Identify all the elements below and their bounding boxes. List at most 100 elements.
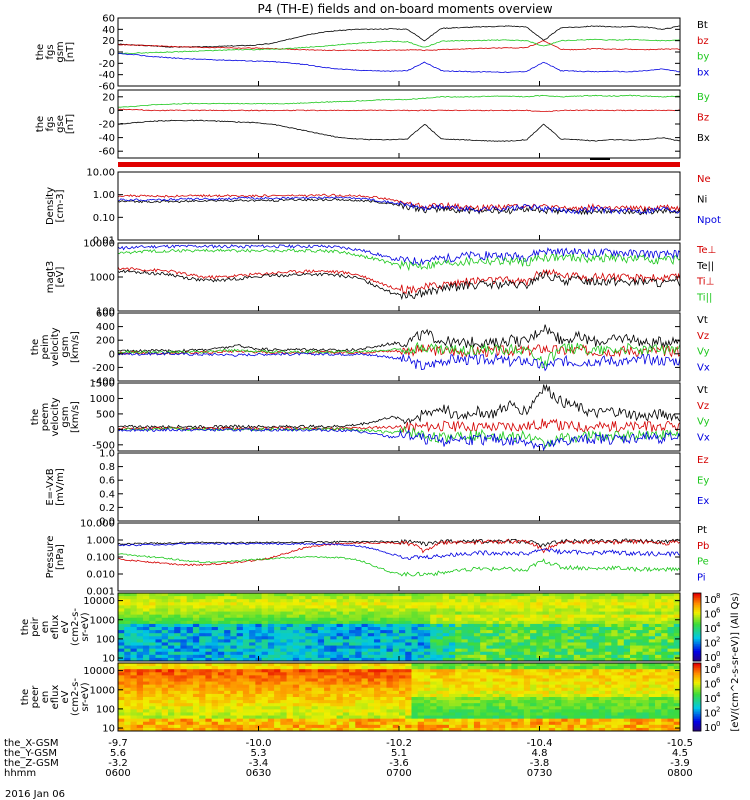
- spectrogram-cell: [486, 712, 494, 716]
- series-vt: [117, 383, 681, 429]
- spectrogram-cell: [573, 654, 581, 659]
- spectrogram-cell: [286, 703, 294, 707]
- spectrogram-cell: [636, 645, 643, 650]
- spectrogram-cell: [555, 642, 562, 646]
- spectrogram-cell: [336, 636, 344, 640]
- spectrogram-cell: [486, 605, 494, 609]
- spectrogram-cell: [536, 602, 544, 606]
- spectrogram-cell: [636, 654, 643, 659]
- spectrogram-cell: [580, 602, 587, 606]
- spectrogram-cell: [511, 645, 519, 650]
- spectrogram-cell: [598, 605, 606, 609]
- spectrogram-cell: [548, 672, 556, 676]
- spectrogram-cell: [636, 690, 643, 695]
- spectrogram-cell: [505, 724, 512, 729]
- spectrogram-cell: [561, 596, 568, 600]
- spectrogram-cell: [448, 690, 456, 695]
- spectrogram-cell: [511, 596, 519, 600]
- spectrogram-cell: [573, 663, 581, 667]
- spectrogram-cell: [299, 617, 306, 622]
- spectrogram-cell: [299, 611, 306, 616]
- spectrogram-cell: [473, 669, 481, 673]
- series-vx: [118, 428, 681, 452]
- spectrogram-cell: [255, 712, 263, 716]
- spectrogram-cell: [623, 639, 631, 643]
- spectrogram-cell: [230, 715, 238, 720]
- spectrogram-cell: [192, 718, 200, 723]
- spectrogram-cell: [442, 620, 450, 625]
- spectrogram-cell: [411, 596, 419, 600]
- spectrogram-cell: [448, 633, 456, 637]
- series-vy: [117, 341, 681, 369]
- spectrogram-cell: [386, 675, 394, 679]
- spectrogram-cell: [286, 690, 294, 695]
- spectrogram-cell: [292, 727, 300, 732]
- spectrogram-cell: [430, 608, 437, 612]
- spectrogram-cell: [118, 651, 125, 656]
- spectrogram-cell: [224, 602, 231, 606]
- spectrogram-cell: [630, 648, 637, 653]
- y-tick-label: -60: [99, 82, 115, 93]
- spectrogram-cell: [417, 596, 425, 600]
- spectrogram-cell: [124, 690, 131, 695]
- spectrogram-cell: [349, 700, 356, 704]
- spectrogram-cell: [555, 633, 562, 637]
- spectrogram-cell: [392, 599, 400, 603]
- spectrogram-cell: [673, 645, 681, 650]
- spectrogram-cell: [617, 684, 625, 689]
- spectrogram-cell: [136, 666, 144, 670]
- spectrogram-cell: [592, 700, 600, 704]
- y-tick-label: 10: [102, 724, 115, 735]
- spectrogram-cell: [630, 715, 637, 720]
- spectrogram-cell: [292, 605, 300, 609]
- spectrogram-cell: [567, 623, 575, 628]
- spectrogram-cell: [586, 666, 593, 670]
- spectrogram-cell: [336, 721, 344, 726]
- spectrogram-cell: [186, 642, 194, 646]
- y-axis-label: peem: [40, 403, 51, 431]
- spectrogram-cell: [299, 666, 306, 670]
- spectrogram-cell: [498, 675, 506, 679]
- y-axis-label: magt3: [45, 261, 56, 294]
- spectrogram-cell: [374, 672, 381, 676]
- spectrogram-cell: [473, 657, 481, 662]
- spectrogram-cell: [305, 620, 312, 625]
- spectrogram-cell: [255, 593, 263, 597]
- spectrogram-cell: [374, 654, 381, 659]
- spectrogram-cell: [467, 599, 475, 603]
- spectrogram-cell: [448, 715, 456, 720]
- spectrogram-cell: [567, 706, 575, 710]
- spectrogram-cell: [411, 721, 419, 726]
- spectrogram-cell: [648, 657, 656, 662]
- spectrogram-cell: [224, 669, 231, 673]
- spectrogram-cell: [349, 636, 356, 640]
- spectrogram-cell: [280, 715, 287, 720]
- spectrogram-cell: [555, 611, 562, 616]
- spectrogram-cell: [511, 703, 519, 707]
- spectrogram-cell: [349, 690, 356, 695]
- spectrogram-cell: [155, 706, 163, 710]
- spectrogram-cell: [592, 712, 600, 716]
- spectrogram-cell: [655, 651, 662, 656]
- spectrogram-cell: [274, 672, 281, 676]
- spectrogram-cell: [249, 703, 256, 707]
- spectrogram-cell: [630, 623, 637, 628]
- spectrogram-cell: [399, 687, 406, 692]
- spectrogram-cell: [623, 727, 631, 732]
- spectrogram-cell: [523, 657, 531, 662]
- spectrogram-cell: [124, 709, 131, 713]
- spectrogram-cell: [155, 623, 163, 628]
- spectrogram-cell: [461, 666, 469, 670]
- spectrogram-cell: [192, 599, 200, 603]
- spectrogram-cell: [224, 596, 231, 600]
- spectrogram-cell: [299, 678, 306, 682]
- spectrogram-cell: [311, 657, 319, 662]
- spectrogram-cell: [561, 721, 568, 726]
- spectrogram-cell: [336, 630, 344, 634]
- spectrogram-cell: [480, 672, 487, 676]
- spectrogram-cell: [130, 630, 138, 634]
- spectrogram-cell: [605, 611, 612, 616]
- spectrogram-cell: [611, 599, 618, 603]
- spectrogram-cell: [486, 675, 494, 679]
- spectrogram-cell: [217, 633, 225, 637]
